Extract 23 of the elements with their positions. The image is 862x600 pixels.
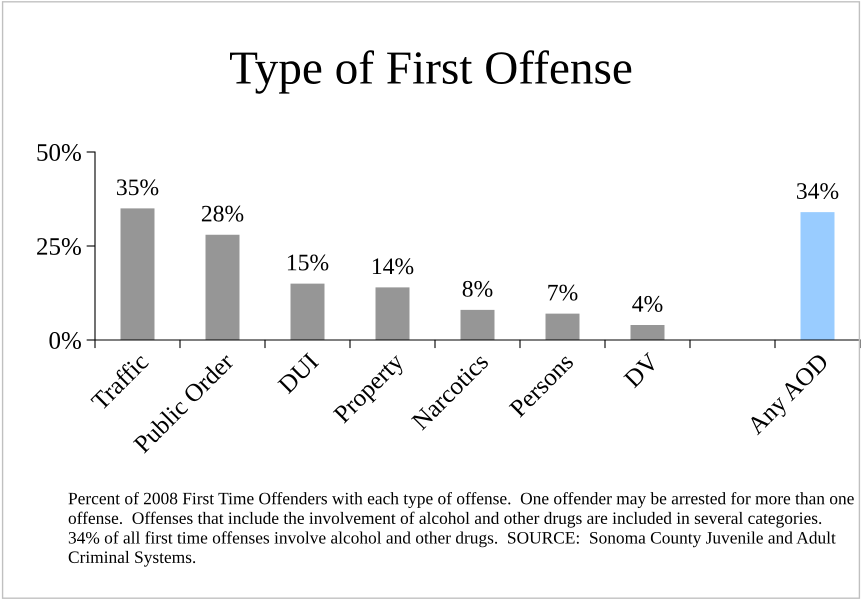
data-label: 4% [632,296,662,312]
bar [800,212,834,340]
data-label: 15% [288,254,328,271]
data-label: 7% [548,284,578,301]
y-tick-label: 0% [49,332,81,349]
y-tick-label: 50% [37,144,81,161]
data-label: 14% [372,258,414,274]
x-tick-label: DV [623,352,660,389]
data-label: 34% [796,183,838,200]
bar [630,324,664,340]
chart-title: Type of First Offense [230,50,632,94]
data-label: 8% [462,280,492,297]
bar [460,310,494,340]
bar [290,284,324,340]
x-tick-label: DUI [277,352,320,394]
bar [546,314,580,340]
text: Percent of 2008 First Time Offenders with each type of offense. One offender may be arrested for more than one offense. Offenses that include the involvement of alcohol and other drugs are included in several categories. 34% of all first time offenses involve alcohol and other drugs. SOURCE: Sonoma County Juvenile and Adult Criminal Systems. [68,492,854,567]
data-label: 35% [116,179,158,196]
data-label: 28% [202,206,244,222]
bar [206,234,240,340]
y-tick-label: 25% [37,238,81,255]
bar [376,287,410,340]
bar [120,208,154,340]
